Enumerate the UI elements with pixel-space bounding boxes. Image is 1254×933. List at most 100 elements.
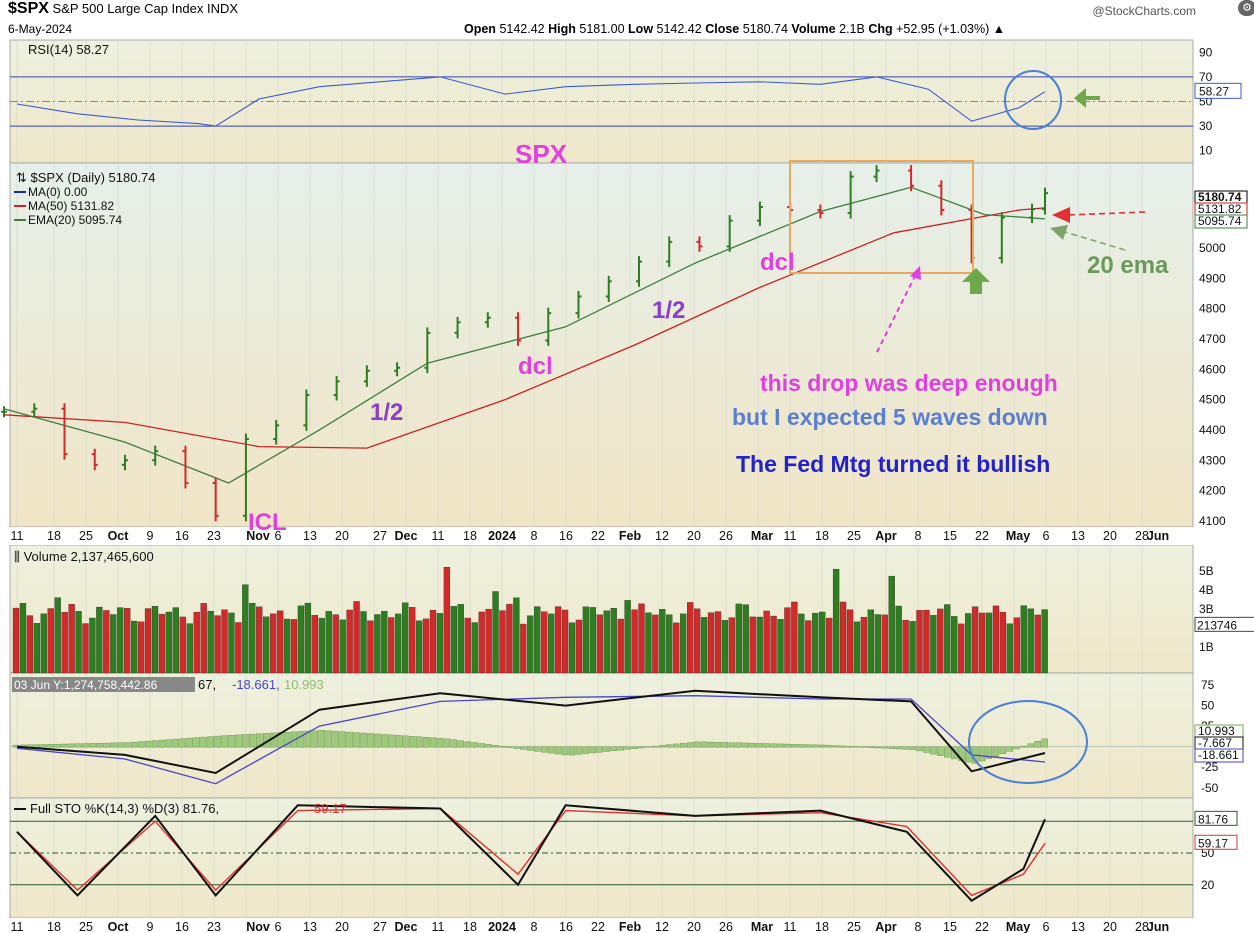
price-legend-item: MA(0) 0.00 <box>28 185 88 199</box>
macd-histogram-bar <box>784 743 791 748</box>
macd-histogram-bar <box>186 737 193 748</box>
macd-histogram-bar <box>443 738 451 748</box>
green-up-arrow-icon <box>962 268 990 294</box>
header-symbol-line: $SPX S&P 500 Large Cap Index INDX <box>8 0 238 18</box>
macd-histogram-bar <box>506 746 513 748</box>
price-last-value: 5131.82 <box>1198 202 1242 216</box>
macd-histogram-bar <box>527 746 534 751</box>
macd-histogram-bar <box>1020 745 1027 748</box>
volume-bar <box>256 606 263 674</box>
x-tick-label: 11 <box>11 529 24 543</box>
macd-histogram-bar <box>221 735 228 748</box>
macd-histogram-bar <box>200 736 207 748</box>
x-tick-label: 16 <box>175 529 189 543</box>
high-label: High <box>548 22 576 36</box>
volume-bar <box>707 612 715 674</box>
open-value: 5142.42 <box>499 22 545 36</box>
volume-bar <box>930 615 937 674</box>
volume-bar <box>325 611 332 674</box>
x-tick-label: 11 <box>432 529 445 543</box>
green-dashed-arrow <box>1064 231 1126 251</box>
macd-histogram-bar <box>874 746 881 749</box>
macd-histogram-bar <box>137 741 145 748</box>
sto-title: Full STO %K(14,3) %D(3) 81.76, <box>30 801 219 816</box>
macd-histogram-bar <box>214 735 221 748</box>
macd-histogram-bar <box>666 744 673 748</box>
volume-title: ⫼ Volume 2,137,465,600 <box>14 549 154 564</box>
volume-bar <box>874 614 881 674</box>
macd-histogram-bar <box>346 731 353 748</box>
price-title: ⇅ $SPX (Daily) 5180.74 <box>16 170 156 185</box>
volume-bar <box>624 600 631 674</box>
sto-k-line <box>16 804 1046 902</box>
x-tick-label: Oct <box>108 529 130 543</box>
volume-bar <box>798 613 805 674</box>
volume-bar <box>96 606 103 674</box>
macd-histogram-bar <box>951 746 958 760</box>
volume-bar <box>909 621 916 674</box>
volume-bar <box>659 609 666 674</box>
macd-histogram-bar <box>513 746 520 749</box>
macd-histogram-bar <box>554 746 562 755</box>
header-watermark: @StockCharts.com <box>1092 4 1196 18</box>
rsi-y-tick: 90 <box>1199 45 1213 59</box>
volume-bar <box>839 601 847 674</box>
close-value: 5180.74 <box>742 22 788 36</box>
macd-histogram-bar <box>721 742 729 748</box>
x-tick-label: 20 <box>1103 529 1117 543</box>
volume-bar <box>263 616 270 674</box>
volume-bar <box>367 620 374 674</box>
x-tick-label: 13 <box>1071 529 1085 543</box>
rsi-circle <box>1004 70 1062 130</box>
volume-bar <box>422 618 430 674</box>
volume-bar <box>541 611 548 674</box>
volume-bar <box>158 613 166 674</box>
volume-bar <box>374 614 381 674</box>
macd-histogram-bar <box>471 742 478 748</box>
volume-bar <box>40 613 47 674</box>
x-tick-label: Dec <box>395 529 418 543</box>
price-last-value: 5095.74 <box>1198 214 1242 228</box>
macd-last-value: -18.661 <box>1198 748 1239 762</box>
macd-circle <box>968 700 1088 784</box>
volume-bar <box>235 622 242 674</box>
macd-histogram-bar <box>54 743 61 748</box>
x-tick-label: 9 <box>147 529 154 543</box>
volume-bar <box>638 603 645 674</box>
volume-bar <box>1041 609 1048 674</box>
volume-bar <box>12 607 20 674</box>
macd-histogram-bar <box>1034 741 1041 748</box>
macd-histogram-bar <box>374 733 381 748</box>
volume-bar <box>596 614 603 674</box>
macd-histogram-bar <box>61 743 68 748</box>
x-tick-label: 26 <box>719 529 733 543</box>
volume-bar <box>471 622 478 674</box>
macd-histogram-bar <box>978 746 986 762</box>
volume-bar <box>1013 617 1020 674</box>
x-tick-label: 16 <box>175 920 189 933</box>
x-tick-label: 23 <box>207 920 221 933</box>
price-y-tick: 4600 <box>1199 362 1226 376</box>
macd-last-badge <box>1194 748 1244 763</box>
macd-histogram-bar <box>117 742 124 748</box>
x-axis-band <box>10 527 1193 545</box>
volume-bar <box>617 618 624 674</box>
rsi-line <box>16 76 1046 127</box>
macd-histogram-bar <box>568 746 576 756</box>
macd-histogram-bar <box>860 746 868 748</box>
rsi-last-value: 58.27 <box>1199 84 1229 98</box>
macd-histogram-bar <box>165 739 173 748</box>
price-last-badge <box>1194 214 1248 229</box>
settings-icon[interactable]: ⚙ <box>1238 0 1254 16</box>
x-tick-label: 25 <box>79 920 93 933</box>
macd-histogram-bar <box>408 736 416 748</box>
volume-bar <box>339 619 346 674</box>
x-tick-label: 18 <box>463 529 477 543</box>
macd-histogram-bar <box>937 746 944 756</box>
volume-bar <box>673 622 680 674</box>
x-tick-label: Apr <box>875 529 897 543</box>
volume-bar <box>971 606 979 674</box>
macd-histogram-bar <box>332 730 339 748</box>
macd-histogram-bar <box>1013 746 1020 750</box>
volume-bar <box>881 614 888 674</box>
